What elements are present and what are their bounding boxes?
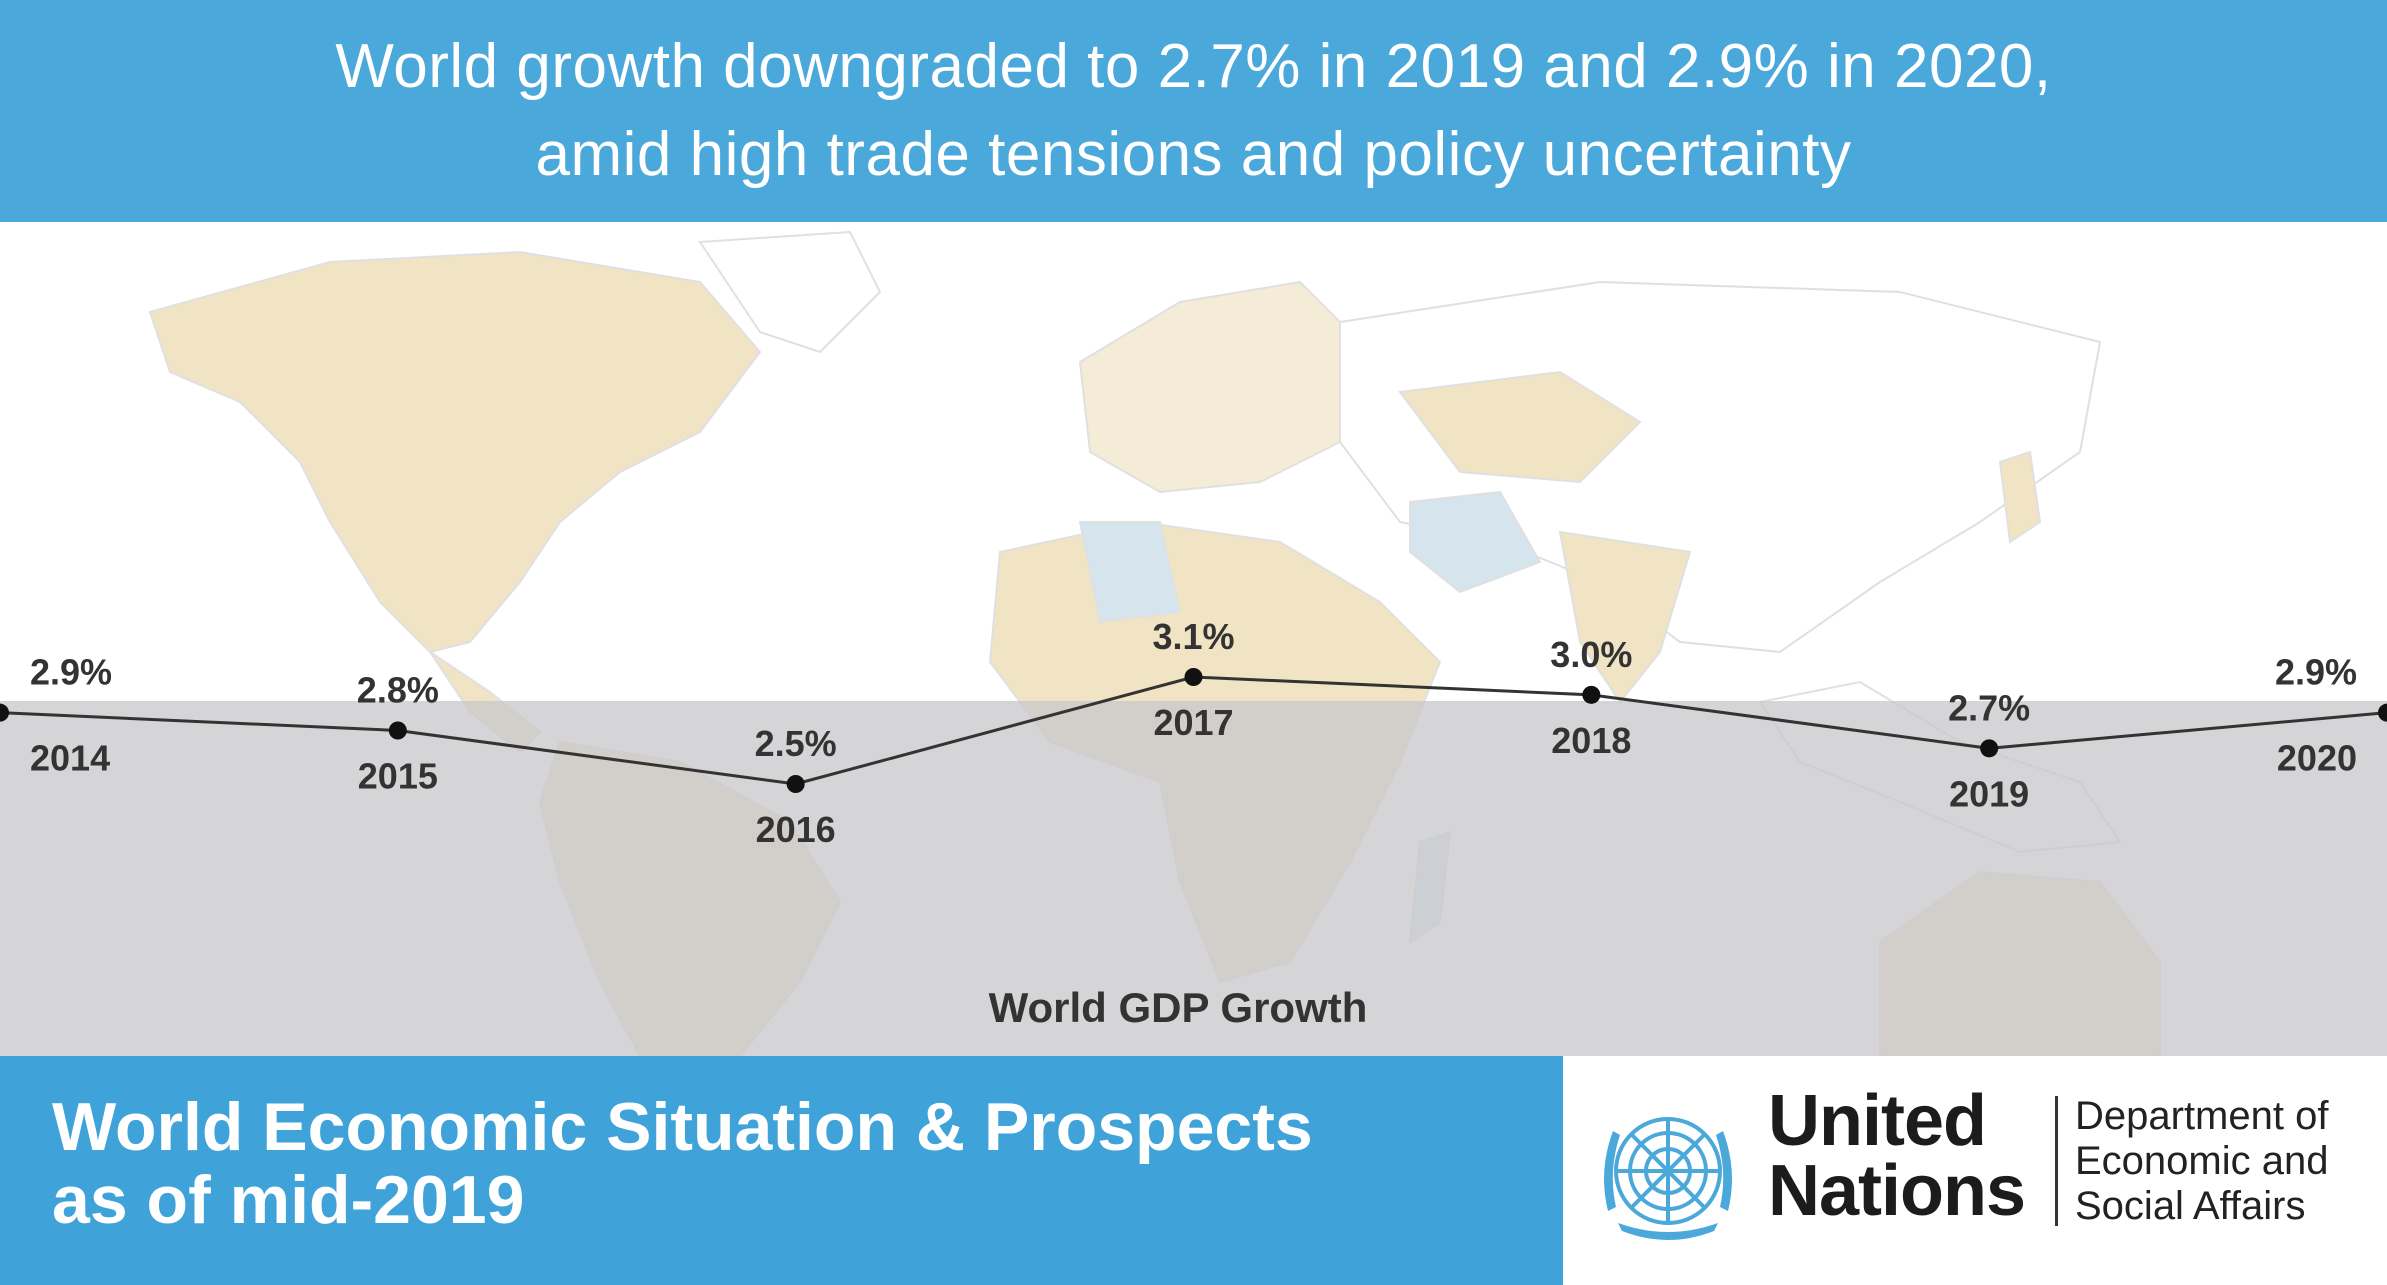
data-point <box>1582 685 1601 704</box>
value-label: 2.7% <box>1948 687 2030 728</box>
year-label: 2015 <box>358 756 438 797</box>
year-label: 2014 <box>30 738 110 779</box>
central-asia-shape <box>1398 370 1642 484</box>
chart-band <box>0 701 2387 1056</box>
world-map <box>0 230 2387 1056</box>
north-america-shape <box>148 250 762 654</box>
year-label: 2016 <box>756 809 836 850</box>
chart-title: World GDP Growth <box>989 984 1368 1031</box>
un-emblem-icon <box>1604 1117 1732 1240</box>
dept-line-1: Department of <box>2075 1094 2329 1138</box>
value-label: 3.1% <box>1152 616 1234 657</box>
department-name: Department of Economic and Social Affair… <box>2075 1094 2328 1229</box>
data-point <box>2378 703 2387 722</box>
value-label: 2.9% <box>2275 652 2357 693</box>
data-point <box>1980 739 1999 758</box>
value-label: 3.0% <box>1550 634 1632 675</box>
year-label: 2017 <box>1153 702 1233 743</box>
value-label: 2.8% <box>357 670 439 711</box>
year-label: 2020 <box>2277 738 2357 779</box>
un-name-line-2: Nations <box>1768 1151 2026 1231</box>
data-point <box>786 775 805 793</box>
dept-line-3: Social Affairs <box>2075 1184 2306 1228</box>
iran-shape <box>1409 490 1542 594</box>
header-banner: World growth downgraded to 2.7% in 2019 … <box>0 0 2387 222</box>
footer-title-block: World Economic Situation & Prospects as … <box>0 1056 1563 1285</box>
japan-shape <box>1998 450 2042 544</box>
algeria-shape <box>1078 521 1182 624</box>
data-point <box>0 703 9 722</box>
headline-line-1: World growth downgraded to 2.7% in 2019 … <box>335 32 2052 101</box>
headline-line-2: amid high trade tensions and policy unce… <box>535 120 1852 189</box>
dept-line-2: Economic and <box>2075 1139 2329 1183</box>
greenland-shape <box>698 230 882 354</box>
value-label: 2.9% <box>30 652 112 693</box>
un-name-line-1: United <box>1768 1081 1987 1161</box>
year-label: 2019 <box>1949 773 2029 814</box>
gdp-growth-chart: 2.9% 2014 2.8% 2015 2.5% 2016 3.1% 2017 3.0% 2018… <box>0 616 2387 1031</box>
un-branding: United Nations Department of Economic an… <box>1563 1056 2387 1285</box>
footer-title-line-2: as of mid-2019 <box>52 1162 525 1238</box>
branding-divider <box>2055 1096 2058 1226</box>
value-label: 2.5% <box>755 723 837 764</box>
un-wordmark: United Nations <box>1768 1081 2026 1231</box>
india-shape <box>1558 530 1692 704</box>
footer-title-line-1: World Economic Situation & Prospects <box>52 1089 1313 1165</box>
world-map-background <box>0 222 2387 1056</box>
data-point <box>388 721 407 740</box>
year-label: 2018 <box>1551 720 1631 761</box>
data-point <box>1184 668 1203 686</box>
